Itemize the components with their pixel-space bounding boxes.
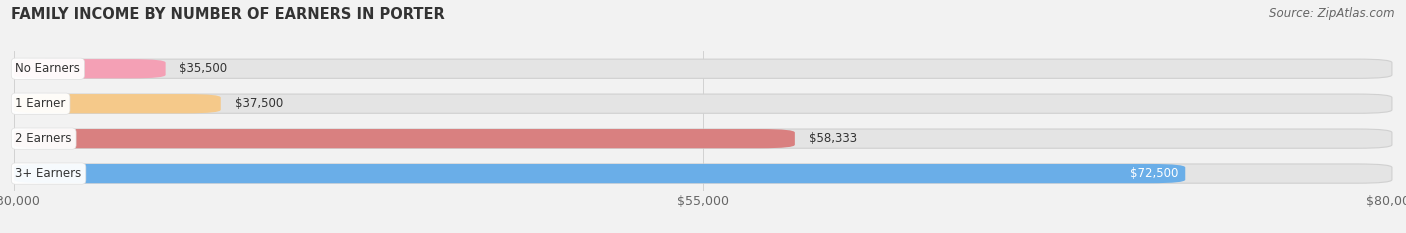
Text: $37,500: $37,500 xyxy=(235,97,283,110)
Text: Source: ZipAtlas.com: Source: ZipAtlas.com xyxy=(1270,7,1395,20)
Text: 1 Earner: 1 Earner xyxy=(15,97,66,110)
Text: $58,333: $58,333 xyxy=(808,132,856,145)
FancyBboxPatch shape xyxy=(14,59,1392,78)
FancyBboxPatch shape xyxy=(14,59,166,78)
FancyBboxPatch shape xyxy=(14,129,794,148)
Text: $72,500: $72,500 xyxy=(1130,167,1178,180)
Text: FAMILY INCOME BY NUMBER OF EARNERS IN PORTER: FAMILY INCOME BY NUMBER OF EARNERS IN PO… xyxy=(11,7,444,22)
FancyBboxPatch shape xyxy=(14,129,1392,148)
Text: $35,500: $35,500 xyxy=(180,62,228,75)
FancyBboxPatch shape xyxy=(14,94,221,113)
FancyBboxPatch shape xyxy=(14,94,1392,113)
FancyBboxPatch shape xyxy=(14,164,1392,183)
Text: 3+ Earners: 3+ Earners xyxy=(15,167,82,180)
Text: No Earners: No Earners xyxy=(15,62,80,75)
Text: 2 Earners: 2 Earners xyxy=(15,132,72,145)
FancyBboxPatch shape xyxy=(14,164,1185,183)
